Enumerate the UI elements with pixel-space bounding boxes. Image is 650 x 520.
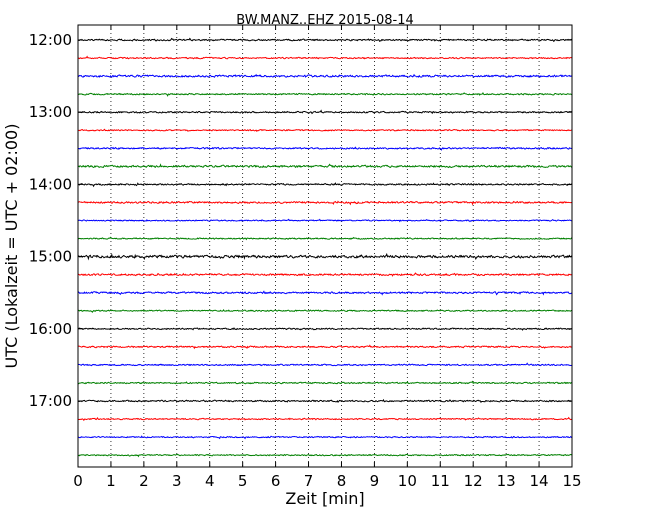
seismogram-trace <box>77 236 573 241</box>
x-tick-label: 2 <box>139 472 149 490</box>
x-tick-label: 15 <box>562 472 581 490</box>
x-tick-label: 13 <box>497 472 516 490</box>
x-tick-label: 8 <box>337 472 347 490</box>
seismogram-trace <box>77 146 573 151</box>
x-tick-label: 14 <box>530 472 549 490</box>
y-tick-label: 15:00 <box>29 248 72 266</box>
x-tick-label: 0 <box>73 472 83 490</box>
seismogram-trace <box>77 290 573 296</box>
seismogram-trace <box>77 128 573 132</box>
seismogram-trace <box>77 37 573 43</box>
y-tick-label: 16:00 <box>29 320 72 338</box>
x-tick-label: 3 <box>172 472 182 490</box>
x-tick-label: 1 <box>106 472 116 490</box>
seismogram-trace <box>77 398 573 404</box>
seismogram-trace <box>77 309 573 314</box>
seismogram-trace <box>77 73 573 78</box>
seismogram-traces <box>77 37 573 458</box>
seismogram-trace <box>77 182 573 188</box>
axis-ticks: 0 1 2 3 4 5 6 7 8 9 10 11 12 13 14 1512:0013:0014:0015:… <box>29 25 582 490</box>
seismogram-trace <box>77 344 573 350</box>
x-tick-label: 12 <box>464 472 483 490</box>
seismogram-trace <box>77 163 573 169</box>
y-tick-label: 17:00 <box>29 392 72 410</box>
seismogram-trace <box>77 218 573 223</box>
x-tick-label: 7 <box>304 472 314 490</box>
x-tick-label: 6 <box>271 472 281 490</box>
x-tick-label: 9 <box>370 472 380 490</box>
x-tick-label: 4 <box>205 472 215 490</box>
x-axis-label: Zeit [min] <box>285 489 364 508</box>
seismogram-trace <box>77 92 573 97</box>
seismogram-trace <box>77 435 573 440</box>
seismogram-trace <box>77 453 573 458</box>
x-tick-label: 11 <box>431 472 450 490</box>
y-tick-label: 13:00 <box>29 103 72 121</box>
seismogram-trace <box>77 200 573 206</box>
plot-frame <box>77 24 573 468</box>
y-tick-label: 12:00 <box>29 31 72 49</box>
seismogram-trace <box>77 327 573 331</box>
seismogram-trace <box>77 252 573 261</box>
seismogram-trace <box>77 272 573 277</box>
seismogram-trace <box>77 416 573 422</box>
seismogram-trace <box>77 380 573 385</box>
y-tick-label: 14:00 <box>29 175 72 193</box>
seismogram-trace <box>77 362 573 367</box>
seismogram-trace <box>77 55 573 60</box>
y-axis-label: UTC (Lokalzeit = UTC + 02:00) <box>2 124 21 369</box>
seismogram-trace <box>77 109 573 115</box>
x-tick-label: 10 <box>398 472 417 490</box>
chart-title: BW.MANZ..EHZ 2015-08-14 <box>236 13 414 28</box>
x-tick-label: 5 <box>238 472 248 490</box>
x-gridlines <box>110 25 540 467</box>
